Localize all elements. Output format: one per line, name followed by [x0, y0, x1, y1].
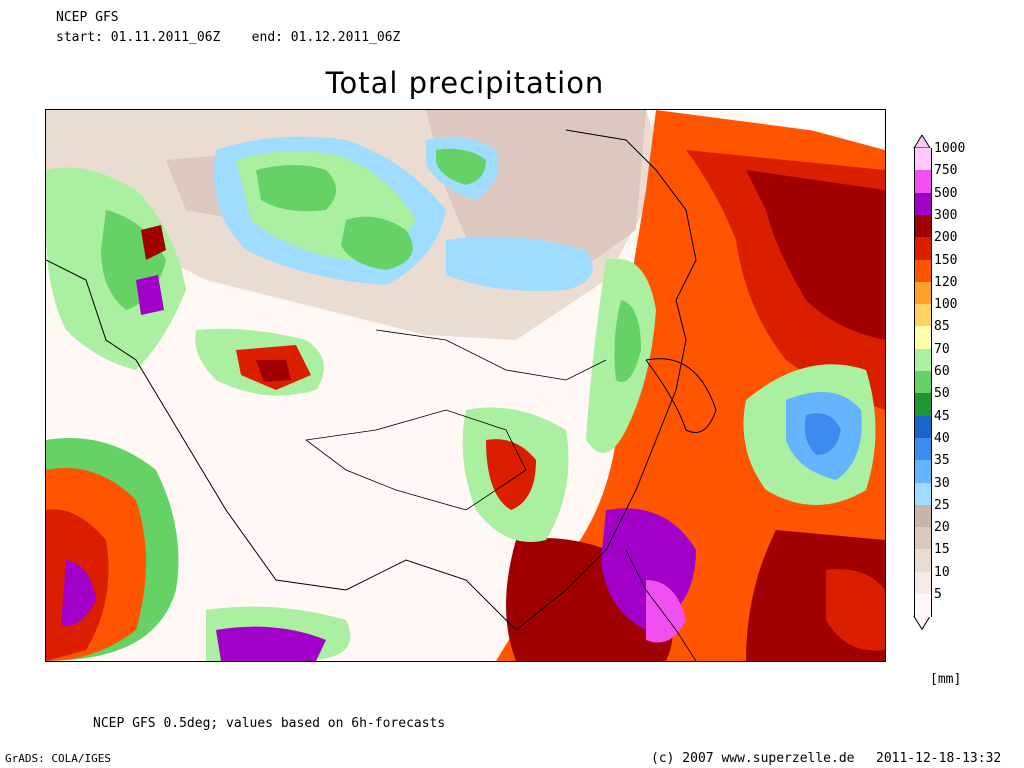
map-canvas	[46, 110, 885, 661]
legend-swatch	[914, 371, 932, 394]
legend-label: 10	[934, 564, 950, 580]
legend-label: 60	[934, 364, 950, 379]
copyright-text: (c) 2007 www.superzelle.de	[651, 751, 855, 766]
legend-unit: [mm]	[930, 672, 962, 687]
color-legend: 1000 750 500 300 200 150 120 100 85 70 60 50 45 40 35 3…	[913, 135, 994, 631]
legend-swatch	[914, 415, 932, 439]
legend-arrow-top	[913, 135, 931, 149]
legend-swatch	[914, 170, 932, 194]
legend-label: 50	[934, 386, 950, 402]
map-title: Total precipitation	[325, 66, 605, 100]
legend-label: 45	[934, 408, 950, 424]
legend-label: 1000	[934, 141, 966, 156]
legend-swatch	[914, 326, 932, 350]
legend-label: 100	[934, 297, 958, 313]
legend-swatch	[914, 482, 932, 506]
legend-label: 85	[934, 319, 950, 335]
legend-swatch	[914, 304, 932, 327]
legend-swatch	[914, 148, 932, 171]
legend-label: 35	[934, 453, 950, 469]
legend-swatch	[914, 348, 932, 372]
precipitation-map	[45, 109, 886, 662]
model-name: NCEP GFS	[56, 10, 119, 25]
legend-label: 30	[934, 475, 950, 491]
legend-label: 5	[934, 587, 942, 602]
legend-swatch	[914, 192, 932, 216]
legend-label: 150	[934, 252, 958, 268]
grads-credit: GrADS: COLA/IGES	[5, 752, 111, 765]
legend-label: 120	[934, 274, 958, 290]
legend-label: 70	[934, 341, 950, 357]
legend-swatch	[914, 281, 932, 305]
legend-swatch	[914, 393, 932, 417]
legend-label: 200	[934, 230, 958, 246]
legend-swatch	[914, 549, 932, 573]
legend-label: 300	[934, 207, 958, 223]
legend-arrows	[913, 135, 931, 631]
legend-swatch	[914, 571, 932, 595]
legend-label: 25	[934, 497, 950, 513]
legend-swatch	[914, 460, 932, 483]
legend-label: 40	[934, 430, 950, 446]
legend-swatch	[914, 214, 932, 238]
legend-swatch	[914, 527, 932, 550]
legend-label: 750	[934, 163, 958, 179]
legend-swatch	[914, 594, 932, 617]
legend-swatch	[914, 237, 932, 260]
legend-swatch	[914, 259, 932, 283]
generated-timestamp: 2011-12-18-13:32	[876, 751, 1002, 766]
legend-label: 500	[934, 185, 958, 201]
legend-label: 15	[934, 542, 950, 558]
data-source-note: NCEP GFS 0.5deg; values based on 6h-fore…	[93, 716, 446, 731]
legend-swatch	[914, 504, 932, 528]
legend-arrow-bottom	[913, 615, 931, 631]
forecast-period: start: 01.11.2011_06Z end: 01.12.2011_06…	[56, 30, 401, 45]
legend-swatch	[914, 437, 932, 461]
legend-label: 20	[934, 520, 950, 536]
